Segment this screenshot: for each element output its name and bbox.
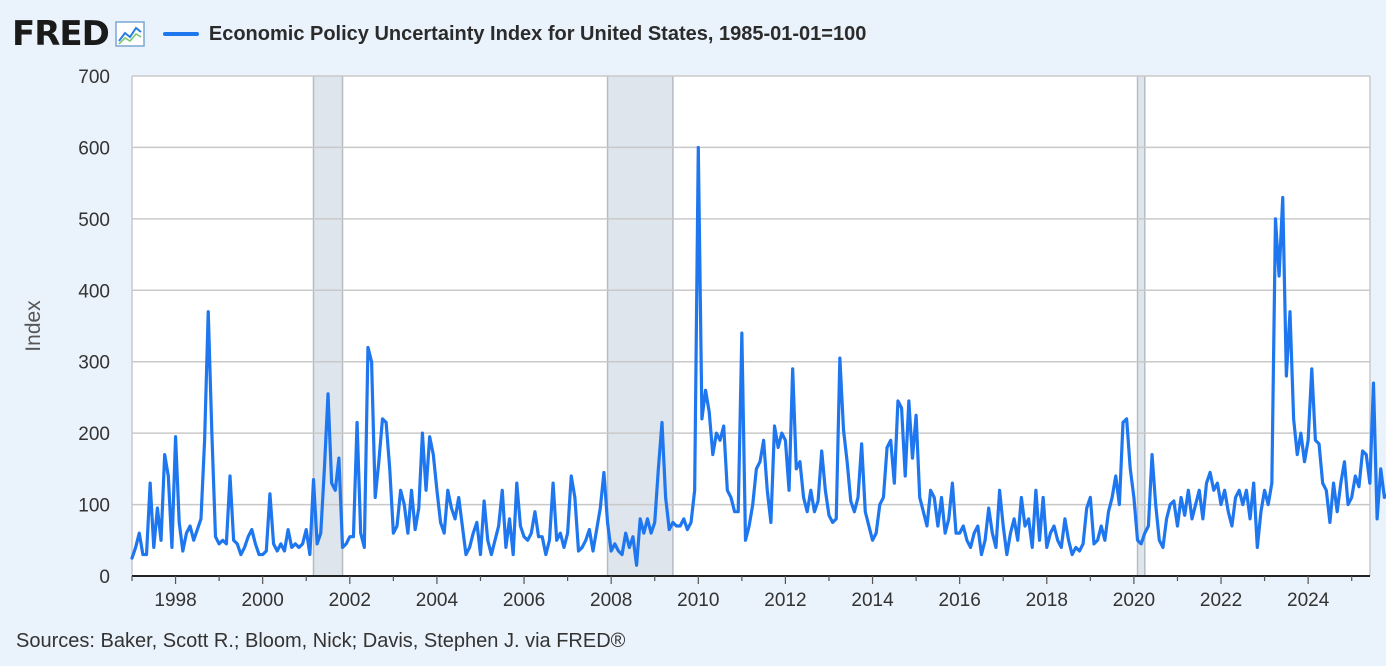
line-chart-icon	[115, 21, 145, 47]
x-tick-label: 2018	[1026, 590, 1068, 611]
series-lines	[130, 145, 1386, 567]
x-tick-label: 2022	[1200, 590, 1242, 611]
x-tick-label: 2006	[503, 590, 545, 611]
x-tick-label: 2014	[851, 590, 894, 611]
y-axis-label: Index	[22, 300, 45, 352]
recession-band	[313, 76, 343, 576]
y-axis: 0 100 200 300 400 500 600 700 Index	[22, 67, 110, 588]
recession-band	[607, 76, 673, 576]
y-tick-label: 0	[99, 567, 110, 588]
recession-band	[1137, 76, 1145, 576]
chart-header: FRED Economic Policy Uncertainty Index f…	[12, 14, 866, 54]
x-tick-label: 2024	[1287, 590, 1330, 611]
legend-label: Economic Policy Uncertainty Index for Un…	[208, 22, 867, 45]
x-tick-label: 2000	[242, 590, 284, 611]
source-note: Sources: Baker, Scott R.; Bloom, Nick; D…	[16, 630, 626, 652]
y-tick-label: 500	[78, 210, 110, 231]
x-tick-label: 2020	[1113, 590, 1155, 611]
x-tick-label: 1998	[154, 590, 196, 611]
y-tick-label: 400	[78, 281, 110, 302]
x-axis: 1998 2000 2002 2004 2006 2008 2010 2012 2014 2016…	[131, 575, 1370, 611]
y-tick-label: 300	[78, 353, 110, 374]
y-tick-label: 200	[78, 424, 110, 445]
fred-logo: FRED	[12, 14, 110, 54]
grid-lines	[131, 75, 1371, 576]
line-chart: 0 100 200 300 400 500 600 700 Index 1998 2000 2002…	[22, 67, 1386, 611]
x-tick-label: 2012	[764, 590, 806, 611]
x-tick-label: 2002	[329, 590, 371, 611]
y-tick-label: 100	[78, 496, 110, 517]
y-tick-label: 600	[78, 138, 110, 159]
x-tick-label: 2016	[939, 590, 981, 611]
x-tick-label: 2004	[416, 590, 459, 611]
x-tick-label: 2008	[590, 590, 632, 611]
x-tick-label: 2010	[677, 590, 719, 611]
y-tick-label: 700	[78, 67, 110, 88]
recession-shading	[312, 76, 1146, 576]
legend-swatch	[162, 32, 199, 36]
series-line	[130, 145, 1386, 567]
